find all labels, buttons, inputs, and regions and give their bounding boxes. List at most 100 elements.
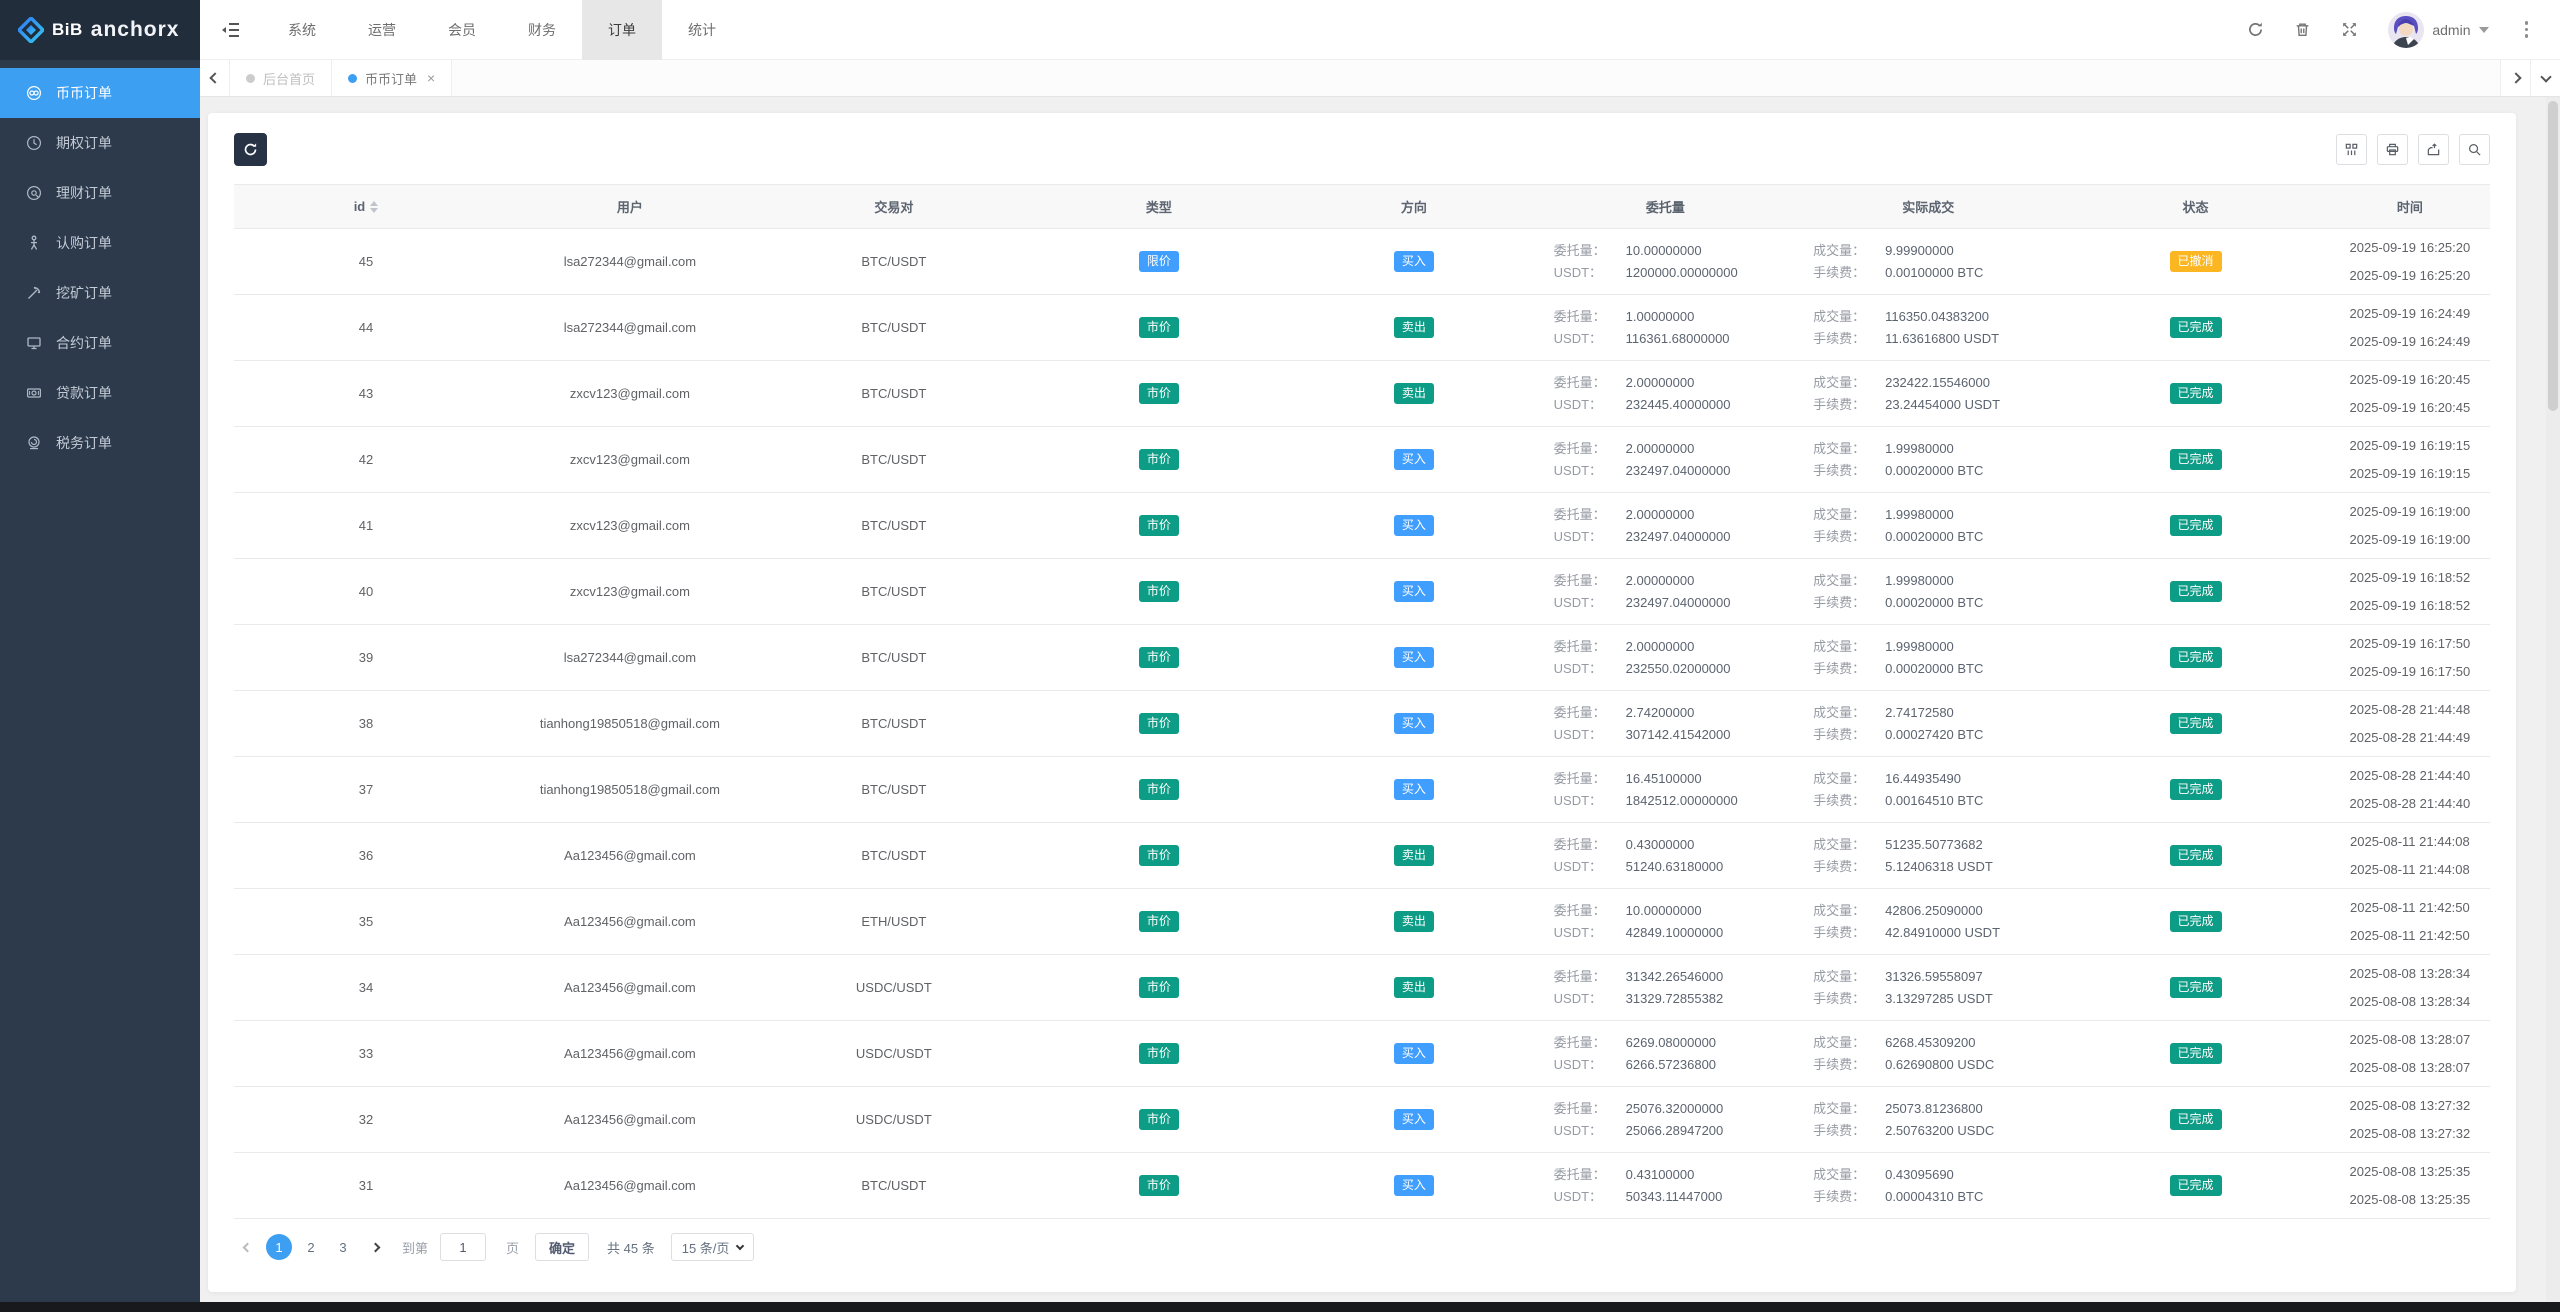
sidebar-item-挖矿订单[interactable]: 挖矿订单	[0, 268, 200, 318]
kv-value: 232550.02000000	[1625, 660, 1731, 676]
fullscreen-icon[interactable]	[2341, 21, 2358, 38]
amount-cell: 委托量： 0.43000000 USDT： 51240.63180000	[1535, 822, 1796, 889]
kv-label: 成交量：	[1813, 242, 1866, 258]
filled-cell: 成交量： 16.44935490 手续费： 0.00164510 BTC	[1795, 756, 2062, 823]
column-header-id[interactable]: id	[234, 184, 498, 229]
sidebar-item-label: 挖矿订单	[56, 285, 112, 301]
table-row: 35 Aa123456@gmail.com ETH/USDT 市价 卖出 委托量： 10.0…	[234, 888, 2490, 955]
bottom-bar	[0, 1302, 2560, 1312]
direction-cell: 买入	[1292, 690, 1536, 757]
kv-value: 5.12406318 USDT	[1885, 858, 1993, 874]
amount-cell: 委托量： 25076.32000000 USDT： 25066.28947200	[1535, 1086, 1796, 1153]
goto-page-input[interactable]	[440, 1233, 487, 1261]
close-tab-icon[interactable]: ×	[427, 70, 436, 86]
topnav-item-系统[interactable]: 系统	[288, 21, 316, 38]
page-scrollbar[interactable]	[2546, 97, 2560, 1302]
sidebar-item-认购订单[interactable]: 认购订单	[0, 218, 200, 268]
sidebar-item-期权订单[interactable]: 期权订单	[0, 118, 200, 168]
kv-line: 手续费： 0.00020000 BTC	[1813, 592, 2061, 614]
time-created: 2025-08-08 13:28:34	[2349, 965, 2471, 981]
kv-line: 手续费： 2.50763200 USDC	[1813, 1120, 2061, 1142]
kv-value: 10.00000000	[1625, 242, 1702, 258]
status-badge: 已完成	[2169, 977, 2222, 998]
topnav-item-运营[interactable]: 运营	[368, 21, 396, 38]
topnav-item-订单[interactable]: 订单	[582, 0, 662, 60]
filled-cell: 成交量： 0.43095690 手续费： 0.00004310 BTC	[1795, 1152, 2062, 1219]
trash-icon[interactable]	[2294, 21, 2311, 38]
page-button-2[interactable]: 2	[307, 1239, 315, 1255]
kv-value: 2.00000000	[1625, 638, 1695, 654]
sidebar-item-理财订单[interactable]: 理财订单	[0, 168, 200, 218]
kv-value: 25073.81236800	[1885, 1100, 1983, 1116]
kv-label: 委托量：	[1553, 770, 1606, 786]
sidebar-item-label: 理财订单	[56, 185, 112, 201]
topnav-item-会员[interactable]: 会员	[448, 21, 476, 38]
tabs-scroll-right[interactable]	[2500, 60, 2530, 96]
sidebar-item-币币订单[interactable]: 币币订单	[0, 68, 200, 118]
pair-cell: BTC/USDT	[761, 294, 1026, 361]
menu-fold-icon[interactable]	[200, 20, 262, 40]
topnav-item-统计[interactable]: 统计	[688, 21, 716, 38]
kv-label: USDT：	[1553, 990, 1603, 1006]
brand-logo[interactable]: BiB anchorx	[0, 0, 200, 60]
table-refresh-button[interactable]	[234, 133, 267, 166]
tab-币币订单[interactable]: 币币订单 ×	[332, 60, 453, 96]
refresh-icon[interactable]	[2247, 21, 2264, 38]
sidebar-item-合约订单[interactable]: 合约订单	[0, 318, 200, 368]
time-created: 2025-08-08 13:27:32	[2349, 1097, 2471, 1113]
tab-后台首页[interactable]: 后台首页	[230, 60, 333, 96]
kv-line: 手续费： 0.00020000 BTC	[1813, 526, 2061, 548]
topnav-item-财务[interactable]: 财务	[528, 21, 556, 38]
next-page-button[interactable]	[362, 1234, 388, 1260]
page-size-select[interactable]: 15 条/页	[670, 1233, 755, 1261]
user-cell: zxcv123@gmail.com	[497, 426, 762, 493]
kv-label: 成交量：	[1813, 1166, 1866, 1182]
admin-dropdown[interactable]: admin	[2388, 11, 2489, 48]
time-cell: 2025-08-08 13:25:35 2025-08-08 13:25:35	[2329, 1152, 2490, 1219]
kv-value: 16.44935490	[1885, 770, 1962, 786]
search-icon[interactable]	[2459, 134, 2490, 165]
order-id-cell: 40	[234, 558, 498, 625]
kv-value: 232445.40000000	[1625, 396, 1731, 412]
tabs-scroll-left[interactable]	[200, 60, 230, 96]
tabs-collapse[interactable]	[2530, 60, 2560, 96]
table-row: 41 zxcv123@gmail.com BTC/USDT 市价 买入 委托量： 2.000…	[234, 492, 2490, 559]
type-cell: 市价	[1025, 624, 1293, 691]
prev-page-button[interactable]	[234, 1234, 260, 1260]
type-badge: 市价	[1138, 383, 1179, 404]
order-id-cell: 44	[234, 294, 498, 361]
kv-value: 0.00020000 BTC	[1885, 462, 1984, 478]
confirm-button[interactable]: 确定	[535, 1233, 590, 1261]
pair-cell: BTC/USDT	[761, 426, 1026, 493]
type-badge: 市价	[1138, 1109, 1179, 1130]
status-cell: 已撤消	[2061, 228, 2330, 295]
kv-label: 委托量：	[1553, 374, 1606, 390]
status-cell: 已完成	[2061, 492, 2330, 559]
kv-line: 手续费： 0.00100000 BTC	[1813, 262, 2061, 284]
status-badge: 已完成	[2169, 713, 2222, 734]
kv-value: 0.43100000	[1625, 1166, 1695, 1182]
direction-badge: 买入	[1393, 449, 1434, 470]
column-header-实际成交: 实际成交	[1795, 184, 2062, 229]
status-cell: 已完成	[2061, 624, 2330, 691]
sidebar-item-税务订单[interactable]: 税务订单	[0, 418, 200, 468]
kv-line: 委托量： 2.00000000	[1554, 570, 1795, 592]
user-cell: tianhong19850518@gmail.com	[497, 756, 762, 823]
page-button-1[interactable]: 1	[266, 1234, 292, 1260]
kv-line: USDT： 42849.10000000	[1554, 922, 1795, 944]
direction-badge: 卖出	[1393, 911, 1434, 932]
direction-cell: 买入	[1292, 492, 1536, 559]
kebab-menu-icon[interactable]	[2519, 19, 2535, 40]
kv-label: USDT：	[1553, 726, 1603, 742]
printer-icon[interactable]	[2377, 134, 2408, 165]
kv-label: 手续费：	[1813, 660, 1866, 676]
time-created: 2025-09-19 16:19:00	[2349, 503, 2471, 519]
kv-line: USDT： 1200000.00000000	[1554, 262, 1795, 284]
sidebar-item-贷款订单[interactable]: 贷款订单	[0, 368, 200, 418]
export-icon[interactable]	[2418, 134, 2449, 165]
scrollbar-thumb[interactable]	[2548, 101, 2558, 411]
page-button-3[interactable]: 3	[339, 1239, 347, 1255]
amount-cell: 委托量： 16.45100000 USDT： 1842512.00000000	[1535, 756, 1796, 823]
columns-icon[interactable]	[2336, 134, 2367, 165]
sort-icon[interactable]	[370, 197, 379, 217]
